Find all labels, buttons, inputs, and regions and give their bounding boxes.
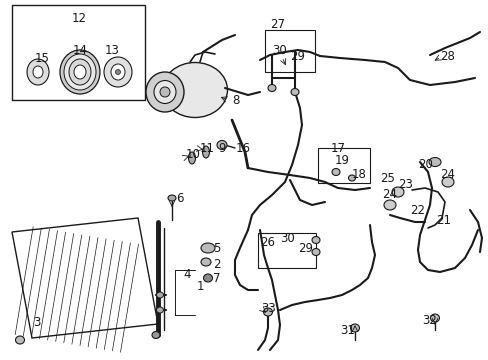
Text: 33: 33 <box>261 302 275 315</box>
Ellipse shape <box>391 187 403 197</box>
Ellipse shape <box>104 57 132 87</box>
Ellipse shape <box>156 292 163 298</box>
Ellipse shape <box>217 140 226 149</box>
Ellipse shape <box>441 177 453 187</box>
Text: 12: 12 <box>72 12 87 24</box>
Text: 14: 14 <box>73 44 88 57</box>
Text: 23: 23 <box>397 179 412 192</box>
Text: 6: 6 <box>176 192 183 204</box>
Bar <box>12 5 145 100</box>
Text: 13: 13 <box>105 44 120 57</box>
Ellipse shape <box>162 63 227 117</box>
Ellipse shape <box>263 308 272 316</box>
Ellipse shape <box>428 158 440 166</box>
Ellipse shape <box>203 274 212 282</box>
Ellipse shape <box>202 146 209 158</box>
Ellipse shape <box>311 248 319 256</box>
Ellipse shape <box>348 175 355 181</box>
Text: 8: 8 <box>231 94 239 107</box>
Ellipse shape <box>64 54 96 90</box>
Text: 1: 1 <box>197 279 204 292</box>
Ellipse shape <box>188 152 195 164</box>
Text: 25: 25 <box>379 171 394 184</box>
Text: 30: 30 <box>271 44 286 57</box>
Text: 19: 19 <box>334 153 349 166</box>
Text: 11: 11 <box>200 141 215 154</box>
Text: 18: 18 <box>351 168 366 181</box>
Ellipse shape <box>115 69 120 75</box>
Ellipse shape <box>154 81 176 104</box>
Text: 20: 20 <box>417 158 432 171</box>
Ellipse shape <box>69 59 91 85</box>
Text: 29: 29 <box>289 50 305 63</box>
Bar <box>264 30 314 72</box>
Ellipse shape <box>160 87 170 97</box>
Text: 3: 3 <box>33 315 41 328</box>
Ellipse shape <box>290 89 298 95</box>
Ellipse shape <box>74 65 86 79</box>
Ellipse shape <box>156 307 163 313</box>
Ellipse shape <box>146 72 183 112</box>
Text: 31: 31 <box>340 324 355 337</box>
Bar <box>258 233 315 268</box>
Text: 5: 5 <box>213 242 220 255</box>
Text: 9: 9 <box>218 141 225 154</box>
Text: 24: 24 <box>381 189 396 202</box>
Text: 2: 2 <box>213 258 220 271</box>
Ellipse shape <box>429 314 439 322</box>
Text: 22: 22 <box>409 203 424 216</box>
Text: 30: 30 <box>280 231 294 244</box>
Text: 16: 16 <box>236 141 250 154</box>
Ellipse shape <box>383 200 395 210</box>
Polygon shape <box>12 218 158 338</box>
Ellipse shape <box>311 237 319 243</box>
Bar <box>317 148 369 183</box>
Ellipse shape <box>27 59 49 85</box>
Text: 15: 15 <box>35 51 50 64</box>
Ellipse shape <box>168 195 176 201</box>
Ellipse shape <box>33 66 43 78</box>
Ellipse shape <box>60 50 100 94</box>
Text: 28: 28 <box>439 50 454 63</box>
Text: 10: 10 <box>185 148 201 162</box>
Text: 21: 21 <box>435 213 450 226</box>
Ellipse shape <box>267 85 275 91</box>
Text: 32: 32 <box>422 314 437 327</box>
Ellipse shape <box>152 332 160 338</box>
Text: 29: 29 <box>297 242 312 255</box>
Text: 27: 27 <box>270 18 285 31</box>
Text: 24: 24 <box>439 168 454 181</box>
Ellipse shape <box>201 243 215 253</box>
Ellipse shape <box>331 168 339 175</box>
Text: 17: 17 <box>330 141 345 154</box>
Text: 7: 7 <box>213 271 220 284</box>
Ellipse shape <box>350 324 359 332</box>
Ellipse shape <box>16 336 24 344</box>
Ellipse shape <box>111 64 125 80</box>
Ellipse shape <box>201 258 210 266</box>
Text: 26: 26 <box>260 237 274 249</box>
Text: 4: 4 <box>183 269 190 282</box>
